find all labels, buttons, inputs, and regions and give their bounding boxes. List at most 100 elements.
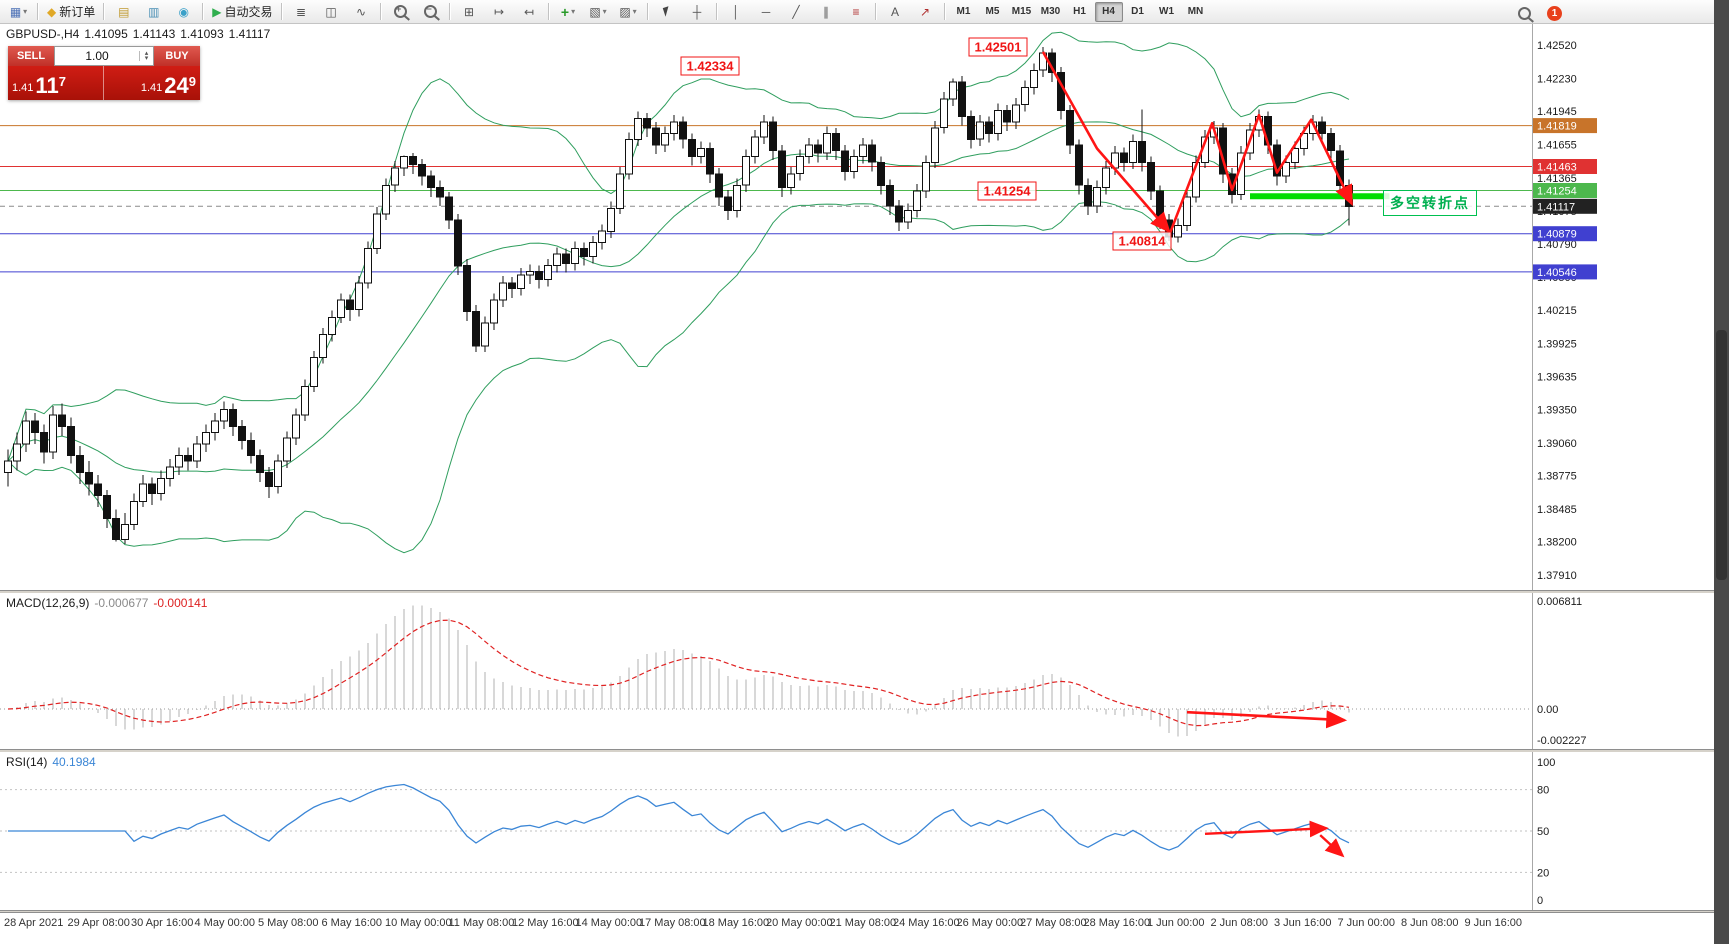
- cursor-button[interactable]: [653, 1, 682, 23]
- macd-panel[interactable]: 0.006811 0.00 -0.002227: [0, 593, 1714, 749]
- macd-main-value: -0.000677: [94, 596, 149, 610]
- candle-body: [463, 265, 471, 313]
- candle-body: [634, 118, 642, 140]
- candle-body: [1300, 133, 1308, 149]
- price-annotation-box[interactable]: 1.42501: [968, 37, 1028, 57]
- price-annotation-box[interactable]: 1.40814: [1112, 231, 1172, 251]
- bar-chart-button[interactable]: ≣: [287, 1, 316, 23]
- sell-price-small: 1.41: [12, 82, 34, 94]
- search-button[interactable]: [1510, 2, 1539, 24]
- candle-body: [751, 136, 759, 157]
- candle-body: [490, 299, 498, 324]
- candle-body: [310, 357, 318, 387]
- price-tag-label: 1.40879: [1537, 229, 1577, 241]
- sep6: [448, 3, 451, 20]
- autotrading-button[interactable]: ▶ 自动交易: [208, 1, 276, 23]
- timeframe-W1-button[interactable]: W1: [1159, 6, 1174, 17]
- panel-separator-macd[interactable]: [0, 590, 1714, 593]
- line-chart-button-icon: ∿: [355, 4, 367, 19]
- window-scrollbar[interactable]: [1714, 0, 1729, 944]
- timeframe-H1-button[interactable]: H1: [1073, 6, 1086, 17]
- tile-windows-button[interactable]: ⊞: [455, 1, 484, 23]
- periods-button[interactable]: ▧ ▾: [584, 1, 613, 23]
- fibonacci-button[interactable]: ≡: [842, 1, 871, 23]
- trendline-button[interactable]: ╱: [782, 1, 811, 23]
- price-tag-label: 1.41117: [1537, 201, 1575, 213]
- candle-body: [499, 282, 507, 301]
- macd-axis-zero: 0.00: [1537, 704, 1558, 716]
- zoom-out-button[interactable]: [416, 1, 445, 23]
- price-annotation-box[interactable]: 1.42334: [680, 56, 740, 76]
- notification-badge[interactable]: 1: [1547, 5, 1562, 21]
- price-axis-label: 1.39060: [1537, 438, 1577, 450]
- buy-price-display[interactable]: 1.41 24 9: [104, 66, 200, 100]
- panel-separator-timeaxis[interactable]: [0, 910, 1714, 913]
- main-chart-panel[interactable]: 1.42520 1.42230 1.41945 1.41655 1.41365 1.410…: [0, 24, 1714, 590]
- volume-down-icon[interactable]: ▾: [144, 55, 149, 62]
- strategy-tester-button[interactable]: ◉: [169, 1, 198, 23]
- arrows-button[interactable]: ↗: [911, 1, 940, 23]
- new-order-button[interactable]: ◆ 新订单: [43, 1, 99, 23]
- sell-button[interactable]: SELL: [8, 46, 54, 66]
- volume-up-icon[interactable]: ▴: [144, 50, 149, 57]
- panel-separator-rsi[interactable]: [0, 749, 1714, 752]
- zoom-in-button[interactable]: [386, 1, 415, 23]
- volume-input[interactable]: 1.00 ▴ ▾: [54, 46, 154, 66]
- timeframe-MN-button[interactable]: MN: [1187, 6, 1204, 17]
- candle-body: [274, 460, 282, 488]
- timeframe-D1-button[interactable]: D1: [1131, 6, 1144, 17]
- candle-body: [940, 98, 948, 129]
- price-tag-label: 1.41463: [1537, 162, 1577, 174]
- crosshair-button[interactable]: ┼: [683, 1, 712, 23]
- chart-shift-button[interactable]: ↤: [515, 1, 544, 23]
- bollinger-middle-band: [7, 121, 1350, 473]
- volume-value[interactable]: 1.00: [85, 49, 109, 63]
- indicators-button-dropdown-icon: ▾: [571, 7, 576, 16]
- channel-button-icon: ∥: [823, 4, 829, 19]
- vertical-line-button[interactable]: │: [722, 1, 751, 23]
- indicators-button-icon: +: [560, 3, 570, 20]
- rsi-name: RSI(14): [6, 755, 48, 769]
- timeframe-M30-button[interactable]: M30: [1040, 6, 1061, 17]
- scrollbar-thumb[interactable]: [1716, 330, 1727, 580]
- candle-body: [544, 265, 552, 280]
- candle-body: [445, 196, 453, 221]
- rsi-line: [8, 783, 1350, 851]
- price-axis-label: 1.39350: [1537, 404, 1577, 416]
- indicators-button[interactable]: + ▾: [554, 1, 583, 23]
- strategy-tester-button-icon: ◉: [178, 4, 189, 19]
- price-annotation-box[interactable]: 1.41254: [977, 181, 1037, 201]
- candle-body: [697, 148, 705, 157]
- data-window-button[interactable]: ▥: [139, 1, 168, 23]
- timeframe-M5-button[interactable]: M5: [985, 6, 1000, 17]
- timeframe-H4-button[interactable]: H4: [1094, 1, 1123, 22]
- channel-button[interactable]: ∥: [812, 1, 841, 23]
- new-chart-button[interactable]: ▦ ▾: [4, 1, 33, 23]
- templates-button[interactable]: ▨ ▾: [614, 1, 643, 23]
- market-watch-button[interactable]: ▤: [109, 1, 138, 23]
- timeframe-M1-button[interactable]: M1: [956, 6, 971, 17]
- candle-body: [400, 156, 408, 169]
- price-tag-label: 1.41819: [1537, 121, 1577, 133]
- price-axis-label: 1.41945: [1537, 106, 1577, 118]
- buy-button[interactable]: BUY: [154, 46, 200, 66]
- price-axis-label: 1.42520: [1537, 40, 1577, 52]
- auto-scroll-button[interactable]: ↦: [485, 1, 514, 23]
- horizontal-line-button[interactable]: ─: [752, 1, 781, 23]
- pivot-note-label[interactable]: 多空转折点: [1383, 190, 1477, 216]
- line-chart-button[interactable]: ∿: [347, 1, 376, 23]
- one-click-trade-panel: SELL 1.00 ▴ ▾ BUY 1.41 11 7 1.41 24 9: [8, 46, 200, 100]
- candle-body: [742, 156, 750, 186]
- price-axis-label: 1.39635: [1537, 372, 1577, 384]
- volume-stepper[interactable]: ▴ ▾: [139, 50, 153, 62]
- timeframe-M15-button[interactable]: M15: [1011, 6, 1032, 17]
- rsi-panel[interactable]: 100 80 50 20 0: [0, 752, 1714, 910]
- sell-price-display[interactable]: 1.41 11 7: [8, 66, 104, 100]
- candle-body: [130, 500, 138, 525]
- time-axis-label: 20 May 00:00: [766, 917, 833, 929]
- candlestick-button[interactable]: ◫: [317, 1, 346, 23]
- candle-body: [841, 150, 849, 173]
- candle-body: [1228, 173, 1236, 196]
- text-button[interactable]: A: [881, 1, 910, 23]
